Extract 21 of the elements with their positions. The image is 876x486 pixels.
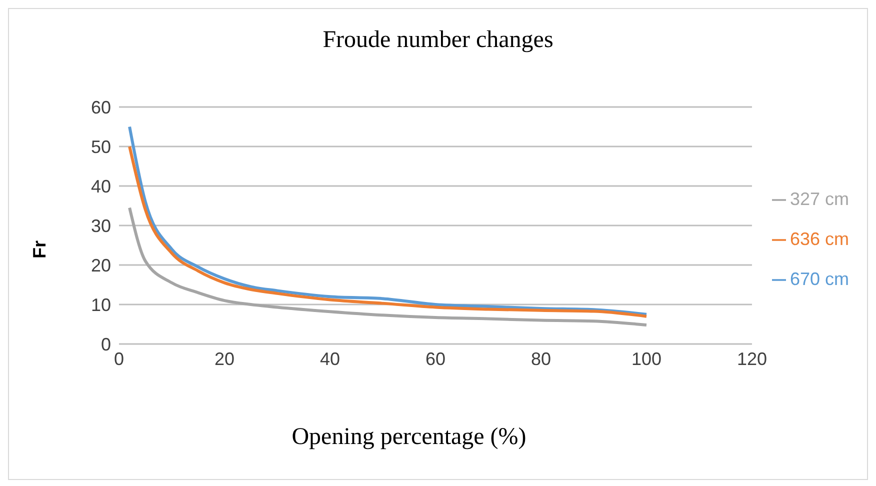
x-axis-title: Opening percentage (%) — [290, 424, 528, 451]
x-tick-label: 0 — [114, 348, 124, 369]
x-tick-label: 100 — [631, 348, 662, 369]
y-tick-label: 40 — [90, 176, 111, 196]
legend-label: 670 cm — [790, 269, 849, 289]
y-tick-label: 20 — [90, 255, 111, 276]
y-tick-label: 30 — [90, 216, 111, 236]
x-tick-label: 120 — [736, 348, 767, 369]
y-tick-label: 10 — [90, 294, 111, 315]
y-tick-label: 50 — [90, 136, 111, 157]
legend-label: 636 cm — [790, 229, 849, 249]
line-series — [128, 206, 648, 327]
legend-label: 327 cm — [790, 189, 849, 209]
x-tick-label: 60 — [425, 348, 446, 369]
x-tick-label: 80 — [530, 348, 551, 369]
chart-title: Froude number changes — [322, 27, 554, 54]
x-tick-label: 20 — [214, 348, 235, 369]
x-tick-label: 40 — [320, 348, 340, 369]
y-tick-label: 60 — [90, 97, 111, 118]
y-axis-title: Fr — [30, 240, 50, 258]
y-tick-label: 0 — [100, 334, 111, 354]
